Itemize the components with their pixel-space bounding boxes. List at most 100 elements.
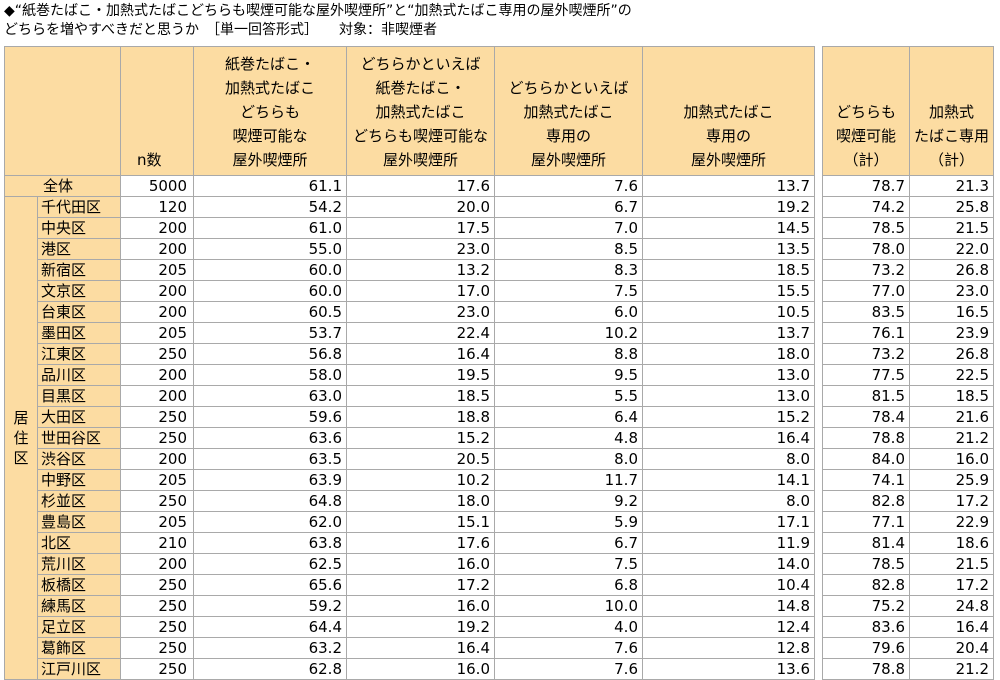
row-value: 62.8 <box>193 658 347 680</box>
row-sum-value: 17.2 <box>909 490 994 512</box>
row-sum-value: 82.8 <box>822 490 910 512</box>
row-value: 7.5 <box>494 553 643 575</box>
row-label: 文京区 <box>37 280 121 302</box>
total-value: 61.1 <box>193 175 347 197</box>
row-value: 13.0 <box>642 385 815 407</box>
row-value: 7.6 <box>494 637 643 659</box>
row-sum-value: 18.6 <box>909 532 994 554</box>
row-n: 200 <box>120 238 194 260</box>
row-value: 11.9 <box>642 532 815 554</box>
header-line: 専用の <box>545 127 591 145</box>
header-line: 加熱式たばこ <box>224 79 315 97</box>
table-row: 荒川区 200 62.5 16.0 7.5 14.0 <box>5 553 815 575</box>
total-value: 13.7 <box>642 175 815 197</box>
row-value: 18.8 <box>346 406 495 428</box>
header-line: （計） <box>843 151 889 169</box>
row-sum-value: 79.6 <box>822 637 910 659</box>
table-row: 目黒区 200 63.0 18.5 5.5 13.0 <box>5 385 815 407</box>
summary-row: 78.5 21.5 <box>822 217 994 239</box>
row-sum-value: 21.6 <box>909 406 994 428</box>
summary-row: 78.4 21.6 <box>822 406 994 428</box>
row-sum-value: 83.5 <box>822 301 910 323</box>
row-sum-value: 22.5 <box>909 364 994 386</box>
row-sum-value: 77.1 <box>822 511 910 533</box>
row-sum-value: 78.8 <box>822 658 910 680</box>
table-row: 渋谷区 200 63.5 20.5 8.0 8.0 <box>5 448 815 470</box>
row-value: 23.0 <box>346 238 495 260</box>
table-row: 文京区 200 60.0 17.0 7.5 15.5 <box>5 280 815 302</box>
header-line: どちらかといえば <box>508 79 629 97</box>
row-sum-value: 26.8 <box>909 343 994 365</box>
summary-row: 81.5 18.5 <box>822 385 994 407</box>
row-value: 7.6 <box>494 658 643 680</box>
row-label: 葛飾区 <box>37 637 121 659</box>
row-value: 19.5 <box>346 364 495 386</box>
row-value: 60.5 <box>193 301 347 323</box>
row-n: 205 <box>120 469 194 491</box>
row-n: 200 <box>120 364 194 386</box>
row-value: 10.4 <box>642 574 815 596</box>
row-value: 6.0 <box>494 301 643 323</box>
row-label: 目黒区 <box>37 385 121 407</box>
row-label: 新宿区 <box>37 259 121 281</box>
header-sub1: どちらも 喫煙可能 （計） <box>822 46 910 176</box>
row-sum-value: 26.8 <box>909 259 994 281</box>
row-sum-value: 22.0 <box>909 238 994 260</box>
row-n: 200 <box>120 553 194 575</box>
row-value: 17.2 <box>346 574 495 596</box>
row-sum-value: 81.4 <box>822 532 910 554</box>
side-label-char: 区 <box>13 449 29 467</box>
row-value: 16.4 <box>346 343 495 365</box>
row-value: 63.9 <box>193 469 347 491</box>
side-label-char: 住 <box>13 429 29 447</box>
row-value: 4.8 <box>494 427 643 449</box>
row-label: 江東区 <box>37 343 121 365</box>
row-value: 9.5 <box>494 364 643 386</box>
summary-row: 78.8 21.2 <box>822 658 994 680</box>
header-line: どちらも <box>239 103 300 121</box>
row-sum-value: 74.1 <box>822 469 910 491</box>
summary-row: 73.2 26.8 <box>822 259 994 281</box>
total-n: 5000 <box>120 175 194 197</box>
table-row: 世田谷区 250 63.6 15.2 4.8 16.4 <box>5 427 815 449</box>
row-value: 18.5 <box>346 385 495 407</box>
table-row: 葛飾区 250 63.2 16.4 7.6 12.8 <box>5 637 815 659</box>
table-row: 北区 210 63.8 17.6 6.7 11.9 <box>5 532 815 554</box>
row-value: 13.6 <box>642 658 815 680</box>
row-n: 250 <box>120 427 194 449</box>
total-label: 全体 <box>4 175 121 197</box>
header-line: 喫煙可能 <box>835 127 896 145</box>
summary-row: 77.0 23.0 <box>822 280 994 302</box>
table-row: 港区 200 55.0 23.0 8.5 13.5 <box>5 238 815 260</box>
row-sum-value: 78.4 <box>822 406 910 428</box>
header-line: 喫煙可能な <box>232 127 308 145</box>
header-corner <box>4 46 121 176</box>
row-label: 千代田区 <box>37 196 121 218</box>
row-value: 15.5 <box>642 280 815 302</box>
row-value: 54.2 <box>193 196 347 218</box>
table-row: 足立区 250 64.4 19.2 4.0 12.4 <box>5 616 815 638</box>
row-n: 200 <box>120 217 194 239</box>
row-label: 墨田区 <box>37 322 121 344</box>
row-value: 17.1 <box>642 511 815 533</box>
row-sum-value: 24.8 <box>909 595 994 617</box>
row-label: 荒川区 <box>37 553 121 575</box>
row-value: 10.0 <box>494 595 643 617</box>
summary-row: 77.1 22.9 <box>822 511 994 533</box>
row-value: 10.2 <box>494 322 643 344</box>
row-value: 62.5 <box>193 553 347 575</box>
row-value: 64.4 <box>193 616 347 638</box>
header-row: n数 紙巻たばこ・ 加熱式たばこ どちらも 喫煙可能な 屋外喫煙所 どちらかといえば 紙巻… <box>4 46 815 176</box>
row-sum-value: 73.2 <box>822 343 910 365</box>
row-value: 7.0 <box>494 217 643 239</box>
row-value: 19.2 <box>642 196 815 218</box>
row-label: 江戸川区 <box>37 658 121 680</box>
summary-total-row: 78.7 21.3 <box>822 175 994 197</box>
row-sum-value: 21.5 <box>909 217 994 239</box>
header-line: 屋外喫煙所 <box>232 151 308 169</box>
row-sum-value: 21.2 <box>909 658 994 680</box>
row-value: 61.0 <box>193 217 347 239</box>
row-value: 8.3 <box>494 259 643 281</box>
row-sum-value: 81.5 <box>822 385 910 407</box>
row-n: 250 <box>120 406 194 428</box>
